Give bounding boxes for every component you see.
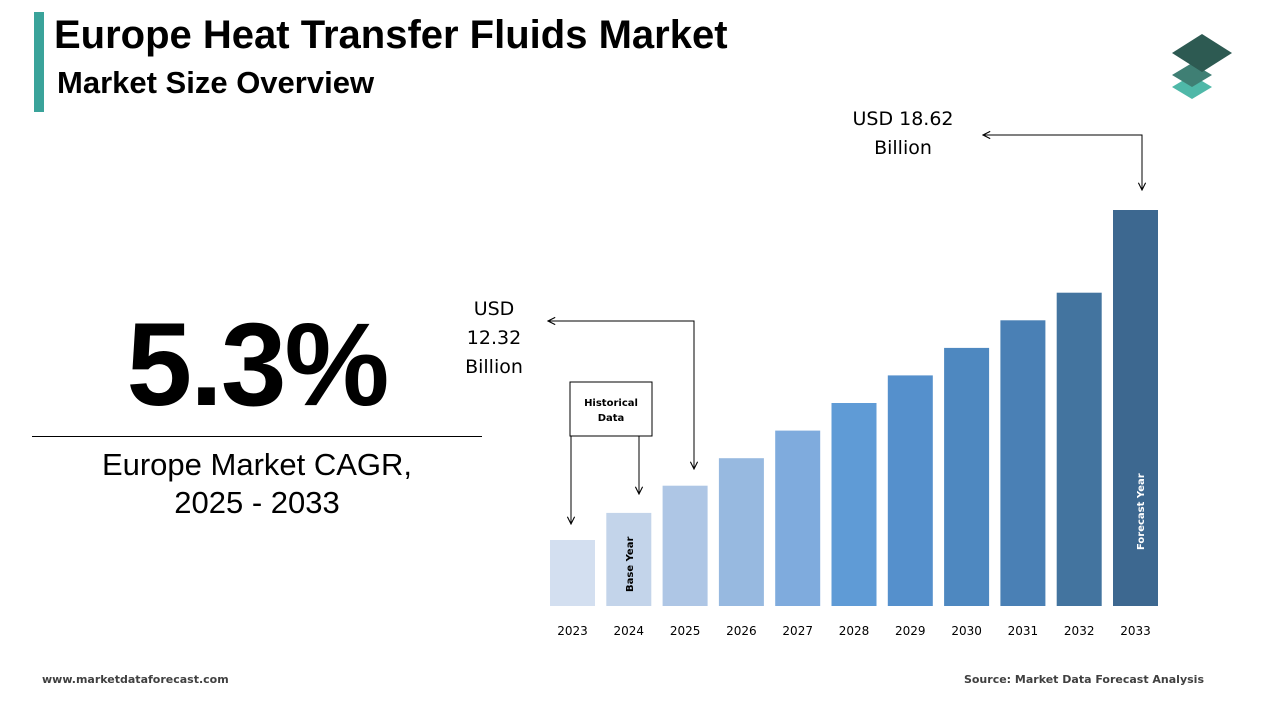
- bar-2030: [944, 347, 990, 606]
- bar-2028: [831, 403, 877, 606]
- historical-data-label-line1: Historical: [584, 398, 638, 409]
- cagr-value: 5.3%: [126, 299, 390, 431]
- footer-source: Source: Market Data Forecast Analysis: [963, 673, 1204, 686]
- base-year-label: Base Year: [625, 537, 636, 592]
- bar-2032: [1056, 292, 1102, 606]
- x-tick-label: 2033: [1120, 624, 1151, 638]
- page-title: Europe Heat Transfer Fluids Market: [54, 13, 728, 57]
- x-tick-label: 2028: [839, 624, 870, 638]
- bar-2024: [606, 512, 652, 606]
- cagr-label-line2: 2025 - 2033: [174, 485, 340, 520]
- x-tick-label: 2023: [557, 624, 588, 638]
- cagr-label: Europe Market CAGR, 2025 - 2033: [32, 446, 482, 522]
- bar-2025: [662, 485, 708, 606]
- end-value-line2: Billion: [874, 137, 932, 159]
- x-tick-label: 2032: [1064, 624, 1095, 638]
- logo-layer-top: [1172, 34, 1232, 72]
- bar-2033: [1113, 210, 1158, 606]
- x-tick-label: 2025: [670, 624, 701, 638]
- bar-2029: [887, 375, 933, 606]
- forecast-year-label: Forecast Year: [1136, 473, 1147, 550]
- cagr-label-line1: Europe Market CAGR,: [101, 447, 413, 482]
- footer-website: www.marketdataforecast.com: [42, 673, 229, 686]
- cagr-divider: [32, 436, 482, 437]
- x-tick-label: 2031: [1008, 624, 1039, 638]
- bar-2027: [775, 430, 821, 606]
- start-value-line3: Billion: [465, 356, 523, 378]
- page-subtitle: Market Size Overview: [57, 65, 375, 100]
- x-tick-label: 2027: [782, 624, 813, 638]
- x-axis-ticks: 2023 2024 2025 2026 2027 2028 2029 2030 2031 2032…: [557, 624, 1151, 638]
- stacked-layers-icon: [1172, 34, 1232, 99]
- historical-data-box: [569, 381, 653, 437]
- bar-2026: [718, 458, 764, 606]
- bar-series: [550, 210, 1158, 606]
- end-value-arrow: [983, 135, 1142, 190]
- title-accent-bar: [34, 12, 44, 112]
- x-tick-label: 2029: [895, 624, 926, 638]
- start-value-line2: 12.32: [467, 327, 521, 349]
- x-tick-label: 2024: [614, 624, 645, 638]
- bar-2031: [1000, 320, 1046, 606]
- end-value-line1: USD 18.62: [852, 108, 953, 130]
- start-value-line1: USD: [474, 298, 515, 320]
- x-tick-label: 2026: [726, 624, 757, 638]
- bar-2023: [550, 540, 595, 606]
- x-tick-label: 2030: [951, 624, 982, 638]
- start-value-arrow: [548, 321, 694, 469]
- historical-data-label-line2: Data: [598, 413, 625, 424]
